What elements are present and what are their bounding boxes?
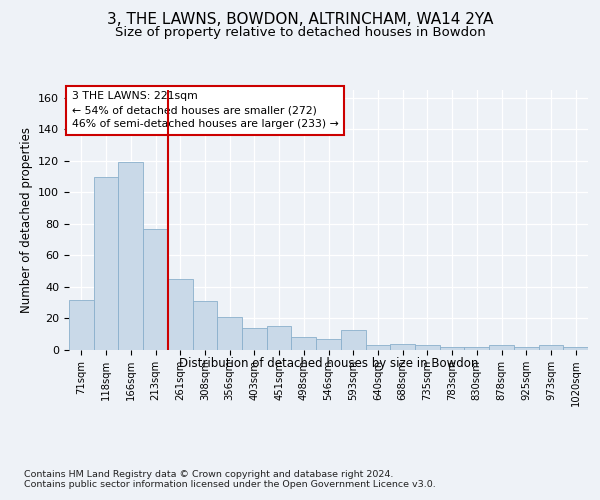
Text: 3 THE LAWNS: 221sqm
← 54% of detached houses are smaller (272)
46% of semi-detac: 3 THE LAWNS: 221sqm ← 54% of detached ho… xyxy=(71,92,338,130)
Bar xyxy=(464,347,489,350)
Bar xyxy=(94,176,118,350)
Bar xyxy=(217,317,242,350)
Bar xyxy=(539,346,563,350)
Text: 3, THE LAWNS, BOWDON, ALTRINCHAM, WA14 2YA: 3, THE LAWNS, BOWDON, ALTRINCHAM, WA14 2… xyxy=(107,12,493,28)
Bar xyxy=(489,346,514,350)
Bar xyxy=(415,346,440,350)
Bar xyxy=(341,330,365,350)
Text: Contains HM Land Registry data © Crown copyright and database right 2024.
Contai: Contains HM Land Registry data © Crown c… xyxy=(24,470,436,490)
Text: Distribution of detached houses by size in Bowdon: Distribution of detached houses by size … xyxy=(179,358,478,370)
Bar xyxy=(193,301,217,350)
Bar xyxy=(365,346,390,350)
Bar xyxy=(316,339,341,350)
Bar xyxy=(242,328,267,350)
Bar xyxy=(267,326,292,350)
Y-axis label: Number of detached properties: Number of detached properties xyxy=(20,127,32,313)
Bar xyxy=(514,347,539,350)
Bar xyxy=(118,162,143,350)
Bar xyxy=(440,347,464,350)
Bar xyxy=(69,300,94,350)
Text: Size of property relative to detached houses in Bowdon: Size of property relative to detached ho… xyxy=(115,26,485,39)
Bar xyxy=(143,228,168,350)
Bar xyxy=(390,344,415,350)
Bar xyxy=(168,279,193,350)
Bar xyxy=(563,347,588,350)
Bar xyxy=(292,338,316,350)
